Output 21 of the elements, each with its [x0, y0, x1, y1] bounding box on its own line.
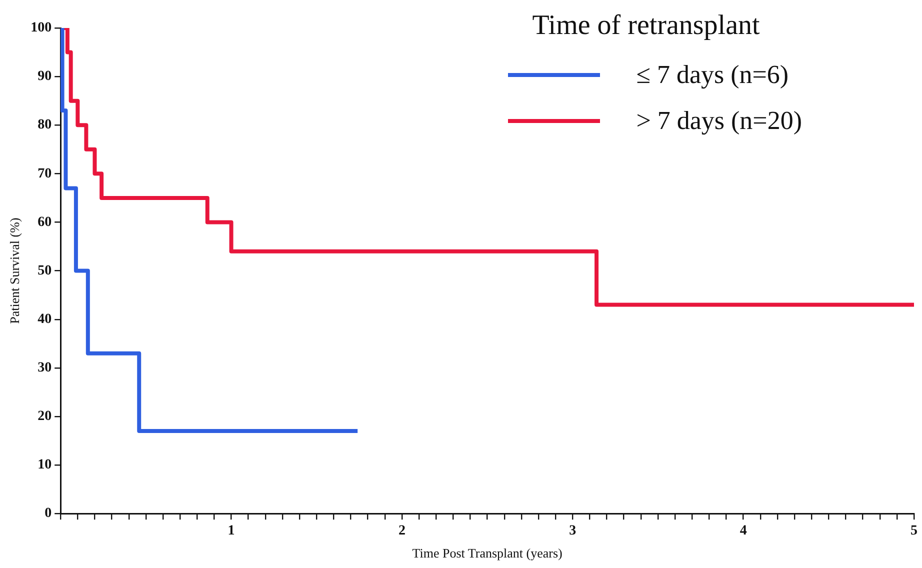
x-tick-label: 3 [569, 524, 576, 539]
y-tick-label: 0 [44, 506, 52, 522]
y-tick-label: 70 [38, 166, 52, 182]
y-axis-title: Patient Survival (%) [7, 218, 22, 324]
y-tick-label: 10 [38, 458, 52, 473]
y-tick-label: 40 [38, 312, 52, 327]
x-axis-title: Time Post Transplant (years) [412, 546, 562, 561]
legend-label: ≤ 7 days (n=6) [636, 60, 789, 90]
y-tick-label: 20 [38, 409, 52, 424]
y-tick-label: 90 [38, 69, 52, 84]
y-tick-label: 100 [30, 20, 52, 36]
y-tick-label: 60 [38, 214, 52, 230]
x-tick-label: 1 [228, 524, 235, 539]
x-tick-label: 5 [910, 524, 918, 539]
x-tick-label: 4 [740, 524, 747, 539]
legend-title: Time of retransplant [532, 10, 761, 42]
y-tick-label: 30 [38, 360, 52, 376]
y-tick-label: 80 [38, 118, 52, 133]
legend-label: > 7 days (n=20) [636, 106, 802, 136]
x-tick-label: 2 [398, 524, 406, 539]
y-tick-label: 50 [38, 263, 52, 278]
